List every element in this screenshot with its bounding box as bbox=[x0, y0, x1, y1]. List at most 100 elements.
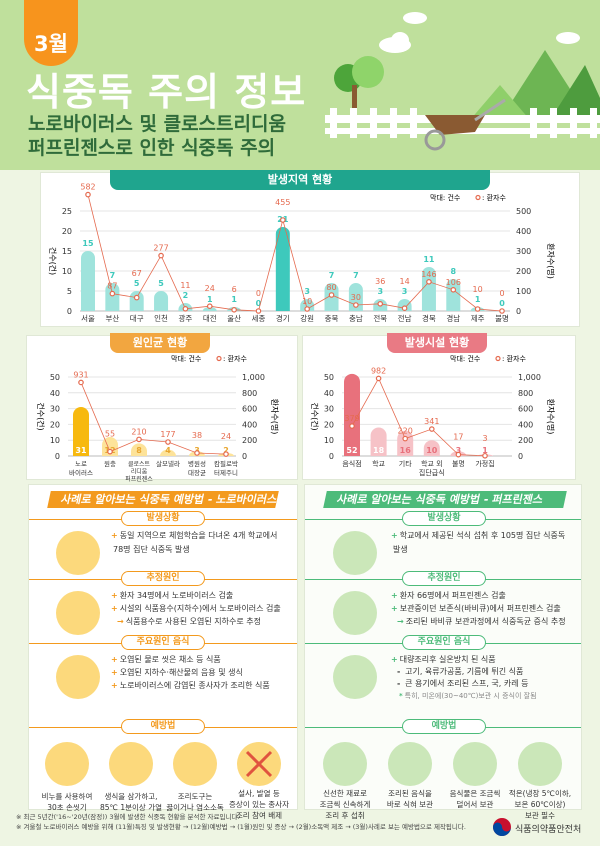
section-label-0: 발생상황 bbox=[121, 511, 205, 526]
patients-point bbox=[353, 302, 359, 308]
bullet-text: 오염된 지하수·해산물의 음용 및 생식 bbox=[119, 668, 243, 677]
patients-value-label: 341 bbox=[424, 417, 439, 426]
bullet-marker: + bbox=[391, 531, 398, 540]
bullet-marker: + bbox=[111, 668, 118, 677]
category-label: 병원성 bbox=[188, 459, 206, 468]
bar-value-label: 7 bbox=[110, 271, 116, 280]
bar-value-label: 5 bbox=[134, 279, 140, 288]
bar-value-label: 8 bbox=[451, 267, 457, 276]
y2-tick-label: 500 bbox=[516, 207, 531, 216]
patients-value-label: 0 bbox=[256, 289, 261, 298]
y2-axis-label: 환자수(명) bbox=[546, 399, 556, 435]
subtitle-line-1: 노로바이러스 및 클로스트리디움 bbox=[28, 113, 286, 135]
portioned-food-icon bbox=[453, 742, 497, 786]
patients-value-label: 14 bbox=[399, 277, 409, 286]
patients-value-label: 6 bbox=[232, 285, 237, 294]
patients-value-label: 36 bbox=[375, 277, 385, 286]
prevention-caption: 비누를 사용하여 30초 손씻기 bbox=[41, 792, 93, 812]
bar-value-label: 2 bbox=[223, 446, 229, 455]
subtitle-line-2: 퍼프린젠스로 인한 식중독 주의 bbox=[28, 137, 276, 159]
bullet-marker: + bbox=[111, 591, 118, 600]
category-label: 인천 bbox=[154, 313, 168, 323]
sick-chef-excluded-icon bbox=[237, 742, 281, 786]
patients-point bbox=[429, 426, 435, 432]
y-tick-label: 30 bbox=[50, 405, 60, 414]
bullet-text: 고기, 육류가공품, 기름에 튀긴 식품 bbox=[405, 667, 524, 676]
y-tick-label: 0 bbox=[67, 307, 72, 316]
bullet-text: 환자 66명에서 퍼프린젠스 검출 bbox=[399, 591, 506, 600]
fresh-ingredients-icon bbox=[323, 742, 367, 786]
patients-value-label: 55 bbox=[105, 430, 115, 439]
patients-value-label: 11 bbox=[180, 281, 190, 290]
category-label: 불명 bbox=[495, 313, 509, 323]
patients-value-label: 220 bbox=[398, 427, 413, 436]
category-label: 클로스트 bbox=[128, 461, 151, 468]
bullet-text: 대량조리후 실온방치 된 식품 bbox=[399, 655, 496, 664]
bar-value-label: 3 bbox=[402, 287, 408, 296]
patients-point bbox=[455, 451, 462, 458]
legend-line-marker bbox=[495, 355, 501, 362]
patients-value-label: 0 bbox=[499, 289, 504, 298]
bullet-item: 78명 집단 식중독 발생 bbox=[111, 545, 190, 555]
patients-value-label: 455 bbox=[275, 198, 290, 207]
bullet-text: 78명 집단 식중독 발생 bbox=[113, 545, 190, 554]
category-label: 살모넬라 bbox=[156, 459, 180, 468]
org-name: 식품의약품안전처 bbox=[515, 825, 582, 835]
bar bbox=[131, 443, 147, 456]
category-label: 광주 bbox=[179, 313, 193, 323]
bar bbox=[348, 283, 363, 311]
y2-tick-label: 300 bbox=[516, 247, 531, 256]
bar-value-label: 31 bbox=[75, 446, 87, 455]
y-tick-label: 10 bbox=[62, 267, 72, 276]
legend-line: : 환자수 bbox=[502, 354, 526, 363]
category-label: 대장균 bbox=[188, 468, 206, 477]
bullet-item: + 환자 34명에서 노로바이러스 검출 bbox=[111, 591, 233, 601]
bar-value-label: 11 bbox=[423, 255, 435, 264]
legend-line-marker bbox=[216, 355, 222, 362]
category-label: 기타 bbox=[399, 459, 412, 468]
bar-value-label: 1 bbox=[482, 446, 488, 455]
bullet-item: + 동일 지역으로 체험학습을 다녀온 4개 학교에서 bbox=[111, 531, 277, 541]
bar-value-label: 15 bbox=[82, 239, 94, 248]
bar-value-label: 5 bbox=[158, 279, 164, 288]
bullet-marker: + bbox=[111, 604, 118, 613]
y2-tick-label: 200 bbox=[516, 267, 531, 276]
patients-point bbox=[107, 448, 113, 455]
category-label: 음식점 bbox=[342, 459, 361, 468]
bar-value-label: 1 bbox=[475, 295, 481, 304]
case-title: 사례로 알아보는 식중독 예방법 - 노로바이러스 bbox=[47, 491, 279, 508]
patients-value-label: 982 bbox=[371, 366, 386, 375]
section-label-1: 추정원인 bbox=[402, 571, 486, 586]
y-tick-label: 0 bbox=[55, 452, 60, 461]
hero-banner: 3월 식중독 주의 정보 노로바이러스 및 클로스트리디움 퍼프린젠스로 인한 … bbox=[0, 0, 600, 170]
patients-value-label: 106 bbox=[446, 278, 461, 287]
patients-point bbox=[206, 303, 213, 310]
patients-point bbox=[482, 452, 488, 459]
patients-point bbox=[231, 307, 237, 313]
bullet-marker: * bbox=[399, 692, 403, 700]
pathogen-chart-title: 원인균 현황 bbox=[110, 333, 210, 353]
bullet-marker: + bbox=[391, 604, 398, 613]
category-label: 학교 외 bbox=[421, 459, 443, 468]
y2-tick-label: 1,000 bbox=[242, 373, 265, 382]
bar-value-label: 2 bbox=[183, 291, 189, 300]
utensil-sterilize-icon bbox=[173, 742, 217, 786]
category-label: 부산 bbox=[105, 313, 119, 323]
patients-point bbox=[474, 306, 481, 312]
y-axis-label: 건수(건) bbox=[310, 402, 320, 430]
prevention-label: 예방법 bbox=[121, 719, 205, 734]
bullet-item: * 특히, 미온에(30~40℃)보관 시 증식이 잘됨 bbox=[391, 691, 537, 701]
legend-bar: 막대: 건수 bbox=[430, 193, 461, 202]
bar-value-label: 7 bbox=[329, 271, 335, 280]
bullet-marker: + bbox=[111, 681, 118, 690]
bar bbox=[160, 449, 176, 456]
y-tick-label: 20 bbox=[50, 420, 60, 429]
bar-value-label: 1 bbox=[231, 295, 237, 304]
bar-value-label: 0 bbox=[499, 299, 505, 308]
bullet-item: + 보관중이던 보존식(바비큐)에서 퍼프린젠스 검출 bbox=[391, 604, 561, 614]
y2-tick-label: 600 bbox=[518, 405, 533, 414]
legend-line: : 환자수 bbox=[223, 354, 247, 363]
bar bbox=[129, 291, 144, 311]
bar bbox=[344, 373, 360, 456]
case-title: 사례로 알아보는 식중독 예방법 - 퍼프린젠스 bbox=[323, 491, 567, 508]
